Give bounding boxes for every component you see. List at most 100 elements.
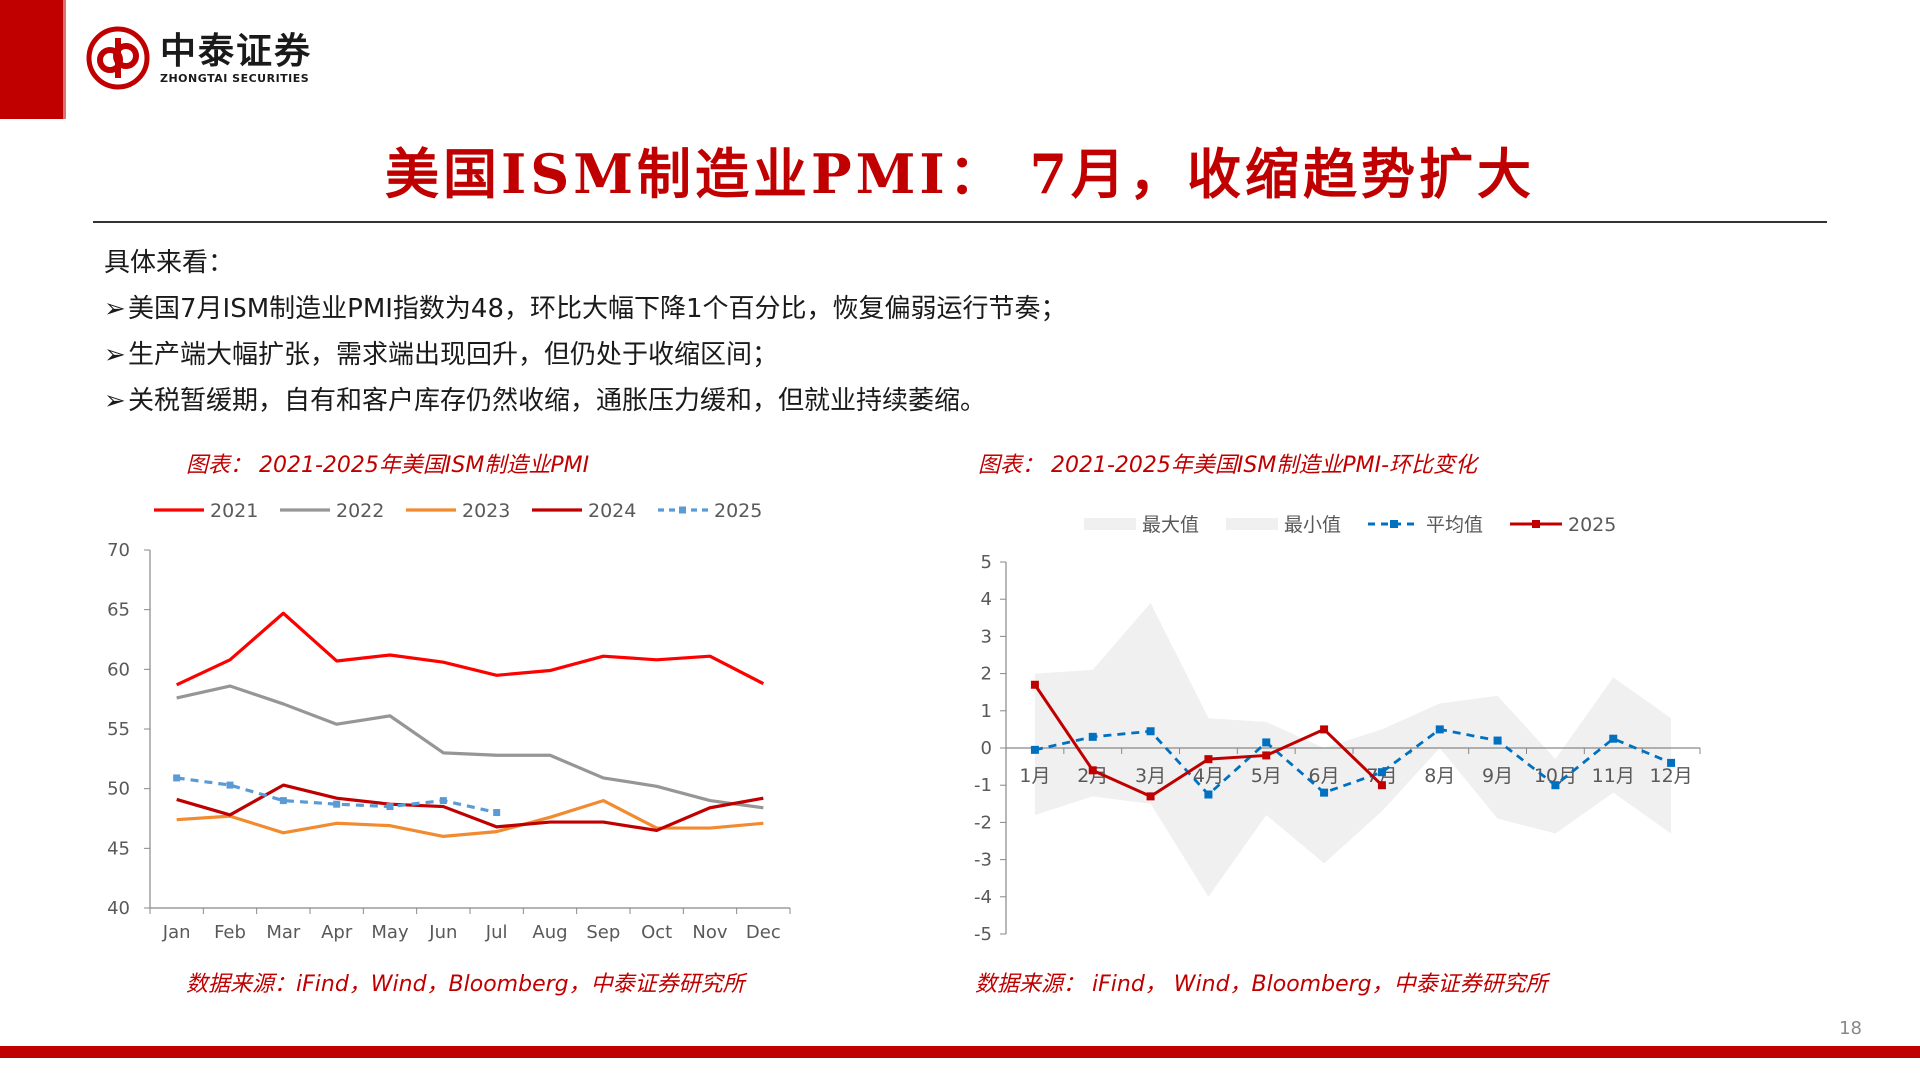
legend-marker-2025	[679, 506, 686, 514]
x-tick-label: May	[371, 922, 409, 943]
legend-marker-平均值	[1390, 520, 1398, 528]
y-tick-label: 1	[981, 701, 992, 722]
bullet-intro: 具体来看：	[104, 248, 235, 278]
x-tick-label: 4月	[1193, 765, 1224, 787]
x-tick-label: 12月	[1649, 765, 1692, 787]
data-point-2025	[226, 781, 234, 789]
pmi-line-chart: 40 45 50 55 60 65 70 Jan Feb Mar Apr May Jun Jul Aug Se…	[107, 500, 791, 943]
y-tick-label: 4	[981, 589, 992, 610]
bullet-text: 关税暂缓期，自有和客户库存仍然收缩，通胀压力缓和，但就业持续萎缩。	[128, 386, 987, 416]
arrow-bullet-icon: ➢	[104, 386, 126, 416]
y-tick-label: 0	[981, 738, 992, 759]
y-tick-label: 60	[107, 659, 130, 680]
x-tick-label: 3月	[1135, 765, 1166, 787]
x-tick-label: Jul	[485, 922, 508, 943]
data-point-平均值	[1609, 734, 1618, 743]
brand-name-cn: 中泰证券	[160, 30, 313, 72]
legend-swatch-最大值	[1084, 518, 1136, 530]
data-point-平均值	[1320, 788, 1329, 797]
legend-label-2021: 2021	[210, 500, 258, 522]
y-tick-label: 55	[107, 719, 130, 740]
data-point-平均值	[1377, 768, 1386, 777]
x-tick-label: Jun	[428, 922, 457, 943]
data-point-平均值	[1667, 758, 1676, 767]
x-tick-label: 6月	[1309, 765, 1340, 787]
y-tick-label: 45	[107, 838, 130, 859]
data-point-平均值	[1204, 790, 1213, 799]
corner-accent	[0, 0, 63, 119]
arrow-bullet-icon: ➢	[104, 340, 126, 370]
zhongtai-logo-icon	[86, 26, 150, 90]
legend-label-最大值: 最大值	[1142, 514, 1199, 536]
x-tick-label: 10月	[1534, 765, 1577, 787]
y-tick-label: -2	[974, 812, 992, 833]
x-tick-label: 8月	[1424, 765, 1455, 787]
legend-marker-2025	[1532, 520, 1540, 528]
bullet-item: ➢生产端大幅扩张，需求端出现回升，但仍处于收缩区间；	[104, 332, 1067, 378]
x-tick-label: Sep	[586, 922, 620, 943]
data-point-平均值	[1435, 725, 1444, 734]
y-tick-label: 2	[981, 664, 992, 685]
legend-label-2024: 2024	[588, 500, 636, 522]
chart-2-title: 图表： 2021-2025年美国ISM制造业PMI-环比变化	[978, 453, 1478, 478]
y-tick-label: -5	[974, 924, 992, 945]
data-point-平均值	[1088, 732, 1097, 741]
x-tick-label: 2月	[1077, 765, 1108, 787]
y-tick-label: 3	[981, 626, 992, 647]
legend-label-2023: 2023	[462, 500, 510, 522]
y-tick-label: 40	[107, 898, 130, 919]
x-tick-label: Jan	[162, 922, 191, 943]
title-divider	[93, 221, 1827, 223]
chart-2-source: 数据来源： iFind， Wind，Bloomberg，中泰证券研究所	[975, 972, 1548, 997]
brand-name-en: ZHONGTAI SECURITIES	[160, 71, 310, 85]
y-tick-label: -1	[974, 775, 992, 796]
brand-logo: 中泰证券 ZHONGTAI SECURITIES	[86, 26, 312, 90]
x-tick-label: Oct	[641, 922, 672, 943]
legend-label-2022: 2022	[336, 500, 384, 522]
data-point-2025	[493, 809, 501, 817]
data-point-2025	[1262, 751, 1271, 760]
data-point-平均值	[1551, 781, 1560, 790]
data-point-2025	[439, 797, 447, 805]
y-tick-label: 65	[107, 600, 130, 621]
x-tick-label: Dec	[746, 922, 781, 943]
x-tick-label: Apr	[321, 922, 353, 943]
y-tick-label: 70	[107, 540, 130, 561]
legend-label-平均值: 平均值	[1426, 514, 1483, 536]
series-line-2021	[175, 611, 765, 687]
data-point-2025	[1146, 792, 1155, 801]
y-tick-label: 5	[981, 552, 992, 573]
summary-bullets: 具体来看： ➢美国7月ISM制造业PMI指数为48，环比大幅下降1个百分比，恢复…	[104, 240, 1067, 424]
x-tick-label: Aug	[532, 922, 567, 943]
y-tick-label: -3	[974, 850, 992, 871]
y-tick-label: -4	[974, 887, 992, 908]
data-point-平均值	[1030, 745, 1039, 754]
data-point-平均值	[1262, 738, 1271, 747]
data-point-平均值	[1146, 727, 1155, 736]
data-point-2025	[1377, 781, 1386, 790]
bullet-text: 美国7月ISM制造业PMI指数为48，环比大幅下降1个百分比，恢复偏弱运行节奏；	[128, 294, 1067, 324]
x-tick-label: Nov	[692, 922, 727, 943]
x-tick-label: Feb	[214, 922, 246, 943]
x-tick-label: 5月	[1251, 765, 1282, 787]
x-tick-label: Mar	[266, 922, 301, 943]
x-tick-label: 9月	[1482, 765, 1513, 787]
series-line-平均值	[1034, 727, 1672, 796]
data-point-2025	[1030, 680, 1039, 689]
data-point-2025	[173, 774, 181, 782]
x-tick-label: 11月	[1592, 765, 1635, 787]
page-title: 美国ISM制造业PMI： 7月，收缩趋势扩大	[384, 142, 1536, 206]
arrow-bullet-icon: ➢	[104, 294, 126, 324]
legend-label-2025: 2025	[1568, 514, 1616, 536]
chart-1-source: 数据来源：iFind，Wind，Bloomberg，中泰证券研究所	[186, 972, 745, 997]
data-point-2025	[1088, 766, 1097, 775]
footer-bar	[0, 1046, 1920, 1058]
series-line-2022	[176, 684, 764, 810]
legend-label-最小值: 最小值	[1284, 514, 1341, 536]
pmi-mom-change-chart: -5-4-3-2-10123451月2月3月4月5月6月7月8月9月10月11月…	[974, 514, 1701, 945]
legend-swatch-最小值	[1226, 518, 1278, 530]
data-point-平均值	[1493, 736, 1502, 745]
x-tick-label: 1月	[1019, 765, 1050, 787]
data-point-2025	[386, 803, 394, 811]
y-tick-label: 50	[107, 779, 130, 800]
